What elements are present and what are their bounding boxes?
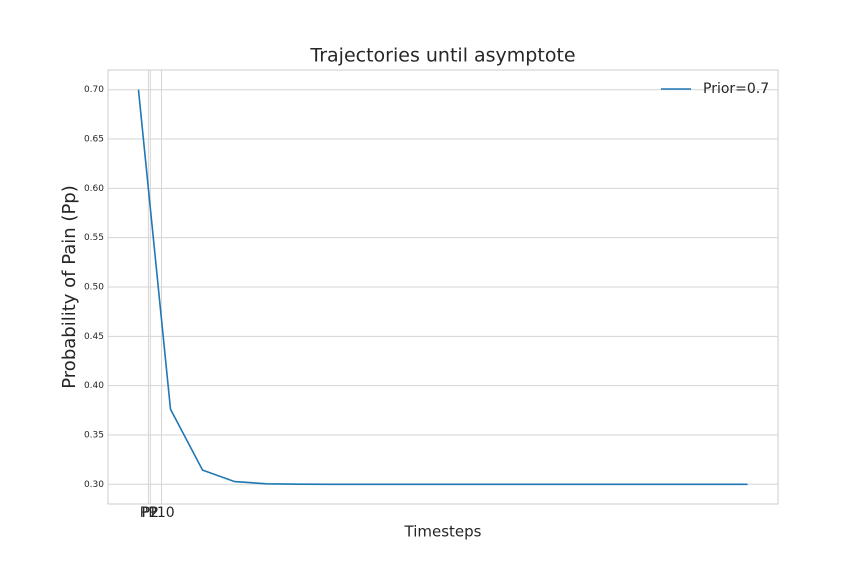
y-tick-label: 0.40 <box>84 381 104 391</box>
y-tick-label: 0.55 <box>84 233 104 243</box>
plot-frame <box>107 69 779 505</box>
legend-label: Prior=0.7 <box>703 81 769 97</box>
x-tick-label: P1 <box>140 505 157 521</box>
y-tick-label: 0.65 <box>84 135 104 145</box>
chart-title: Trajectories until asymptote <box>309 45 575 67</box>
y-axis-label: Probability of Pain (Pp) <box>59 185 80 388</box>
x-axis-label: Timesteps <box>404 523 482 541</box>
y-tick-label: 0.50 <box>84 283 104 293</box>
y-tick-label: 0.70 <box>84 85 104 95</box>
y-tick-label: 0.45 <box>84 332 104 342</box>
y-tick-label: 0.60 <box>84 184 104 194</box>
x-tick-label: P2 <box>142 505 159 521</box>
series-line <box>137 89 748 486</box>
y-tick-label: 0.30 <box>84 480 104 490</box>
y-tick-label: 0.35 <box>84 430 104 440</box>
x-tick-label: P10 <box>148 505 174 521</box>
